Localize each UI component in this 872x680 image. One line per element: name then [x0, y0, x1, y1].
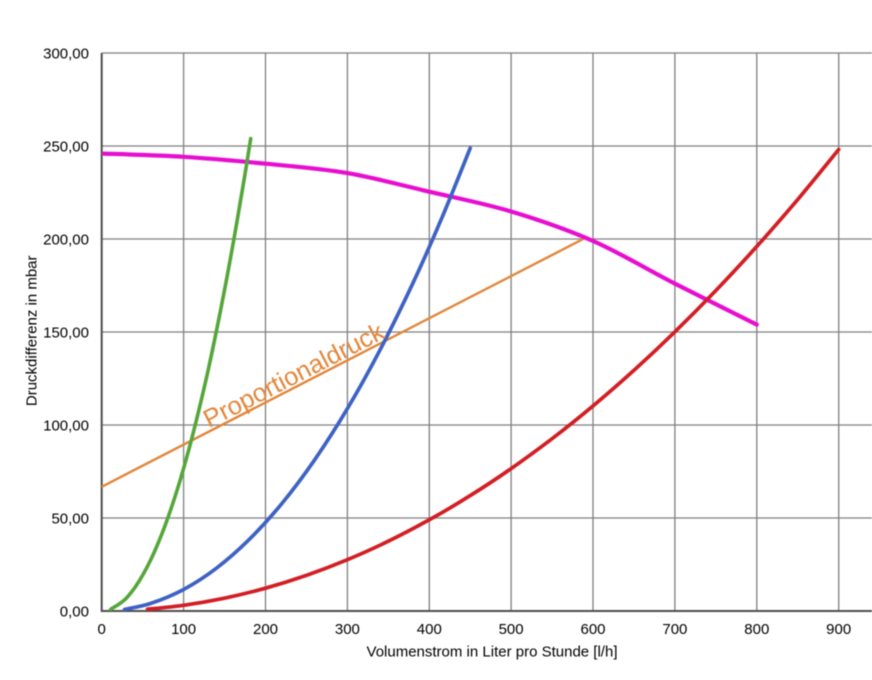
svg-text:300,00: 300,00 — [43, 45, 89, 62]
svg-text:100,00: 100,00 — [43, 417, 89, 434]
svg-text:500: 500 — [499, 621, 524, 638]
svg-text:250,00: 250,00 — [43, 138, 89, 155]
svg-text:800: 800 — [744, 621, 769, 638]
svg-text:Druckdifferenz in mbar: Druckdifferenz in mbar — [24, 255, 41, 406]
svg-text:200: 200 — [253, 621, 278, 638]
svg-text:400: 400 — [417, 621, 442, 638]
svg-text:150,00: 150,00 — [43, 324, 89, 341]
svg-text:600: 600 — [580, 621, 605, 638]
svg-text:0,00: 0,00 — [60, 603, 89, 620]
svg-text:700: 700 — [662, 621, 687, 638]
svg-text:Volumenstrom in Liter pro Stun: Volumenstrom in Liter pro Stunde [l/h] — [367, 644, 618, 661]
svg-text:0: 0 — [98, 621, 106, 638]
svg-text:300: 300 — [335, 621, 360, 638]
svg-text:100: 100 — [171, 621, 196, 638]
svg-text:200,00: 200,00 — [43, 231, 89, 248]
svg-text:50,00: 50,00 — [51, 510, 89, 527]
svg-text:900: 900 — [826, 621, 851, 638]
